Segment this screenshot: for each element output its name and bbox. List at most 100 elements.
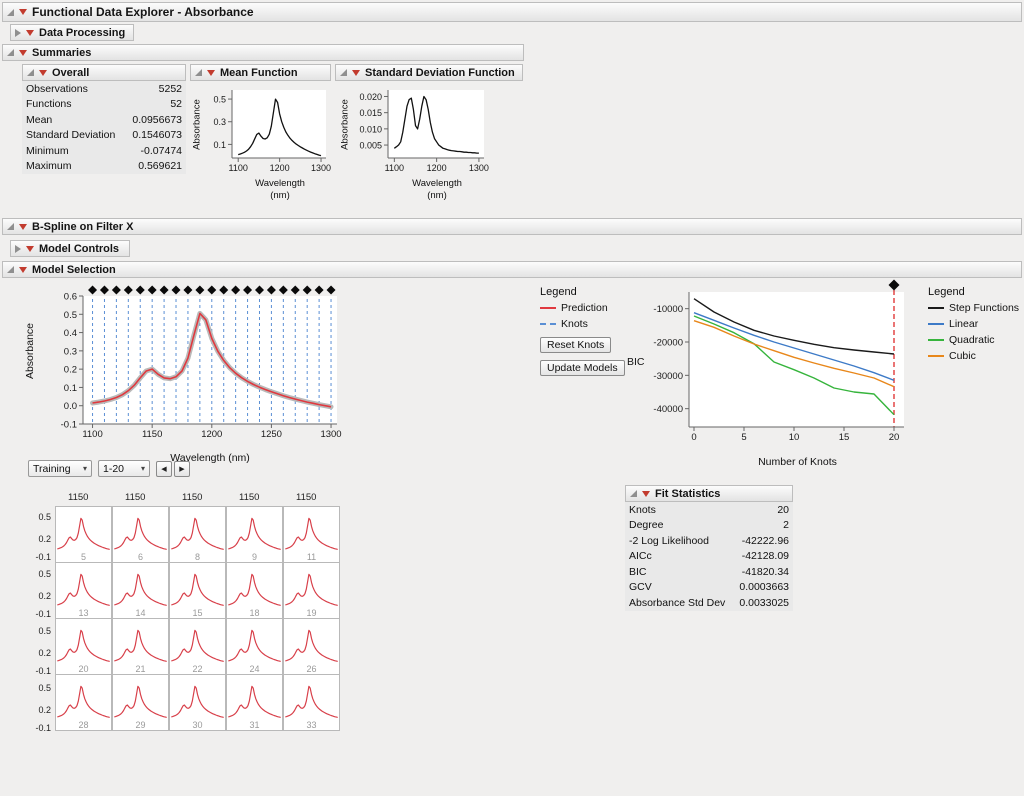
svg-text:1200: 1200 xyxy=(427,163,447,173)
grid-row-y-ticks: 0.5 0.2 -0.1 xyxy=(35,569,51,619)
cell-function-id: 6 xyxy=(137,552,143,562)
y-axis-title: BIC xyxy=(627,356,645,368)
grid-x-tick-label: 1150 xyxy=(68,492,89,503)
next-page-button[interactable]: ▶ xyxy=(174,461,190,477)
spline-fit-chart[interactable]: -0.1 0.0 0.1 0.2 0.3 0.4 0.5 0.6 1100 1150 1200 125… xyxy=(45,280,347,450)
legend-item-prediction: Prediction xyxy=(540,302,625,314)
disclosure-open-icon[interactable] xyxy=(195,69,202,76)
outline-mean-function[interactable]: Mean Function xyxy=(190,64,331,81)
cell-function-id: 19 xyxy=(306,608,317,618)
svg-text:1100: 1100 xyxy=(385,163,404,173)
hotspot-menu-icon[interactable] xyxy=(207,69,215,76)
row-label: Minimum xyxy=(26,144,69,157)
report-title: Functional Data Explorer - Absorbance xyxy=(32,5,254,19)
bic-legend: Legend Step Functions Linear Quadratic C… xyxy=(928,286,1019,362)
reset-knots-button[interactable]: Reset Knots xyxy=(540,337,612,353)
x-axis-title-units: (nm) xyxy=(427,190,447,201)
function-cell-plot[interactable]: 13 xyxy=(55,562,112,619)
section-title: Mean Function xyxy=(220,66,298,79)
function-cell-plot[interactable]: 26 xyxy=(283,618,340,675)
cell-function-id: 30 xyxy=(192,720,203,730)
section-title: Data Processing xyxy=(39,26,126,39)
outline-data-processing[interactable]: Data Processing xyxy=(10,24,134,41)
y-axis-title: Absorbance xyxy=(191,99,203,150)
function-cell-plot[interactable]: 21 xyxy=(112,618,169,675)
function-cell-plot[interactable]: 8 xyxy=(169,506,226,563)
svg-text:0.1: 0.1 xyxy=(213,140,226,150)
outline-std-function[interactable]: Standard Deviation Function xyxy=(335,64,523,81)
y-axis-title: Absorbance xyxy=(24,322,36,380)
legend-label: Knots xyxy=(561,318,588,330)
outline-bspline[interactable]: B-Spline on Filter X xyxy=(2,218,1022,235)
hotspot-menu-icon[interactable] xyxy=(26,245,34,252)
cell-curve xyxy=(114,685,167,718)
outline-model-selection[interactable]: Model Selection xyxy=(2,261,1022,278)
cell-curve xyxy=(171,629,224,662)
function-cell-plot[interactable]: 11 xyxy=(283,506,340,563)
cell-curve xyxy=(228,629,281,662)
disclosure-open-icon[interactable] xyxy=(27,69,34,76)
cell-function-id: 26 xyxy=(306,664,317,674)
function-cell-plot[interactable]: 18 xyxy=(226,562,283,619)
svg-text:1250: 1250 xyxy=(261,429,282,440)
outline-root[interactable]: Functional Data Explorer - Absorbance xyxy=(2,2,1022,22)
section-title: Model Controls xyxy=(39,242,120,255)
hotspot-menu-icon[interactable] xyxy=(26,29,34,36)
hotspot-menu-icon[interactable] xyxy=(19,9,27,15)
function-cell-plot[interactable]: 19 xyxy=(283,562,340,619)
function-cell-plot[interactable]: 20 xyxy=(55,618,112,675)
cell-function-id: 13 xyxy=(78,608,89,618)
cell-function-id: 18 xyxy=(249,608,260,618)
function-cell-plot[interactable]: 30 xyxy=(169,674,226,731)
svg-text:0.1: 0.1 xyxy=(64,383,77,394)
function-cell-plot[interactable]: 24 xyxy=(226,618,283,675)
disclosure-open-icon[interactable] xyxy=(340,69,347,76)
update-models-button[interactable]: Update Models xyxy=(540,360,625,376)
disclosure-open-icon[interactable] xyxy=(630,490,637,497)
svg-text:1300: 1300 xyxy=(320,429,341,440)
function-cell-plot[interactable]: 31 xyxy=(226,674,283,731)
outline-fit-statistics[interactable]: Fit Statistics xyxy=(625,485,793,502)
svg-text:5: 5 xyxy=(741,432,746,443)
disclosure-closed-icon[interactable] xyxy=(15,244,21,253)
function-cell-plot[interactable]: 9 xyxy=(226,506,283,563)
function-cell-plot[interactable]: 33 xyxy=(283,674,340,731)
hotspot-menu-icon[interactable] xyxy=(19,49,27,56)
outline-summaries[interactable]: Summaries xyxy=(2,44,524,61)
row-label: BIC xyxy=(629,565,647,578)
function-cell-plot[interactable]: 5 xyxy=(55,506,112,563)
function-range-select[interactable]: 1-20 ▾ xyxy=(98,460,150,477)
row-value: -41820.34 xyxy=(741,565,789,578)
function-cell-plot[interactable]: 14 xyxy=(112,562,169,619)
row-label: GCV xyxy=(629,581,652,594)
svg-text:0.6: 0.6 xyxy=(64,292,77,303)
outline-model-controls[interactable]: Model Controls xyxy=(10,240,130,257)
hotspot-menu-icon[interactable] xyxy=(39,69,47,76)
function-cell-plot[interactable]: 6 xyxy=(112,506,169,563)
disclosure-open-icon[interactable] xyxy=(7,223,14,230)
outline-overall[interactable]: Overall xyxy=(22,64,186,81)
legend-item-quadratic: Quadratic xyxy=(928,334,1019,346)
table-row: AICc -42128.09 xyxy=(625,549,793,565)
function-cell-plot[interactable]: 22 xyxy=(169,618,226,675)
function-cell-plot[interactable]: 29 xyxy=(112,674,169,731)
hotspot-menu-icon[interactable] xyxy=(19,266,27,273)
disclosure-open-icon[interactable] xyxy=(7,266,14,273)
svg-text:15: 15 xyxy=(839,432,850,443)
function-cell-plot[interactable]: 28 xyxy=(55,674,112,731)
svg-text:0.5: 0.5 xyxy=(213,95,226,105)
bic-model-comparison-chart[interactable]: -10000 -20000 -30000 -40000 0 5 10 15 20 xyxy=(645,279,920,455)
function-cell-plot[interactable]: 15 xyxy=(169,562,226,619)
previous-page-button[interactable]: ◀ xyxy=(156,461,172,477)
cell-function-id: 21 xyxy=(135,664,146,674)
hotspot-menu-icon[interactable] xyxy=(642,490,650,497)
disclosure-open-icon[interactable] xyxy=(7,8,14,16)
hotspot-menu-icon[interactable] xyxy=(352,69,360,76)
row-value: 0.1546073 xyxy=(132,129,182,142)
disclosure-open-icon[interactable] xyxy=(7,49,14,56)
cell-curve xyxy=(57,517,110,550)
hotspot-menu-icon[interactable] xyxy=(19,223,27,230)
disclosure-closed-icon[interactable] xyxy=(15,28,21,37)
training-validation-select[interactable]: Training ▾ xyxy=(28,460,92,477)
linear-line-swatch xyxy=(928,323,944,325)
